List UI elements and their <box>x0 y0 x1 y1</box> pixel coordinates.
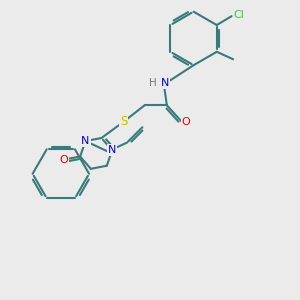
Text: N: N <box>81 136 90 146</box>
Text: Cl: Cl <box>234 10 244 20</box>
Text: H: H <box>149 78 157 88</box>
Text: O: O <box>60 154 68 165</box>
Text: N: N <box>161 78 170 88</box>
Text: S: S <box>120 115 127 128</box>
Text: N: N <box>108 145 116 155</box>
Text: O: O <box>182 117 190 127</box>
